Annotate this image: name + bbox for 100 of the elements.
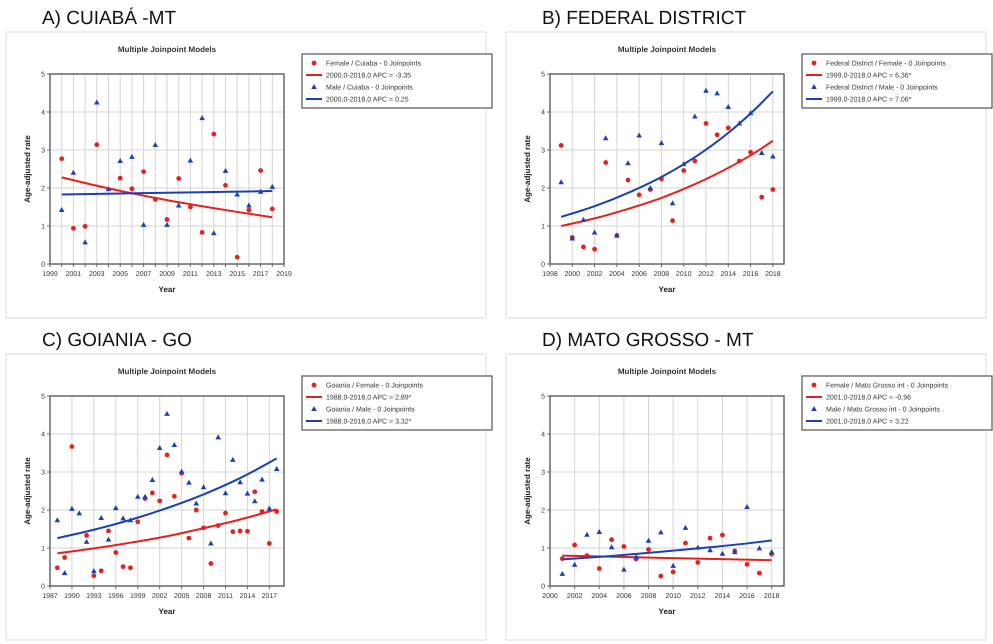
point bbox=[670, 570, 676, 574]
point bbox=[150, 490, 155, 496]
point bbox=[211, 132, 216, 136]
point bbox=[172, 442, 178, 448]
point bbox=[62, 555, 68, 560]
point bbox=[603, 160, 608, 165]
point bbox=[252, 489, 258, 494]
point bbox=[658, 529, 664, 534]
point bbox=[150, 476, 156, 482]
y-axis-title: Age-adjusted rate bbox=[523, 134, 532, 203]
point bbox=[208, 561, 214, 566]
point bbox=[692, 158, 698, 164]
point bbox=[245, 528, 250, 534]
chart-subtitle: Multiple Joinpoint Models bbox=[618, 45, 717, 54]
point bbox=[626, 178, 630, 182]
point bbox=[157, 498, 162, 504]
point bbox=[113, 550, 118, 555]
point bbox=[238, 528, 243, 534]
point bbox=[592, 229, 598, 234]
point bbox=[152, 142, 158, 148]
point bbox=[646, 538, 652, 543]
point bbox=[82, 224, 88, 229]
point bbox=[244, 490, 250, 496]
point bbox=[725, 104, 732, 110]
point bbox=[274, 466, 280, 471]
point bbox=[692, 114, 698, 119]
point bbox=[558, 179, 564, 184]
point bbox=[94, 100, 100, 104]
x-axis-title: Year bbox=[158, 285, 176, 294]
point bbox=[266, 541, 272, 546]
point bbox=[84, 538, 90, 544]
point bbox=[172, 494, 177, 499]
point bbox=[720, 532, 725, 538]
point bbox=[71, 226, 76, 231]
point bbox=[106, 528, 111, 534]
point bbox=[164, 217, 170, 222]
point bbox=[230, 529, 236, 534]
line-series bbox=[561, 539, 773, 560]
point bbox=[58, 207, 64, 212]
chart-subtitle: Multiple Joinpoint Models bbox=[118, 367, 217, 376]
point bbox=[222, 490, 228, 496]
point bbox=[223, 182, 228, 188]
point bbox=[704, 121, 708, 126]
point bbox=[646, 547, 651, 552]
point bbox=[726, 126, 731, 130]
x-axis-title: Year bbox=[658, 607, 676, 616]
point bbox=[120, 515, 126, 520]
point bbox=[118, 176, 123, 181]
point bbox=[636, 192, 642, 198]
point bbox=[106, 186, 112, 192]
point bbox=[584, 532, 590, 537]
point bbox=[602, 135, 609, 140]
point bbox=[572, 542, 578, 548]
point bbox=[756, 570, 762, 576]
point bbox=[581, 244, 586, 250]
point bbox=[259, 476, 265, 482]
point bbox=[98, 514, 104, 520]
point bbox=[54, 517, 60, 522]
point bbox=[135, 519, 140, 524]
point bbox=[670, 218, 675, 224]
point bbox=[134, 494, 141, 499]
point bbox=[708, 536, 713, 541]
point bbox=[744, 504, 750, 509]
point bbox=[246, 208, 252, 212]
point bbox=[270, 206, 275, 212]
chart-subtitle: Multiple Joinpoint Models bbox=[618, 367, 717, 376]
x-axis-title: Year bbox=[658, 285, 676, 294]
point bbox=[572, 562, 578, 567]
point bbox=[592, 246, 597, 252]
point bbox=[683, 540, 688, 546]
point bbox=[768, 549, 774, 554]
point bbox=[758, 150, 765, 156]
point bbox=[223, 510, 228, 516]
point bbox=[200, 230, 204, 235]
line-series bbox=[560, 90, 774, 218]
point bbox=[193, 500, 200, 506]
point bbox=[120, 564, 126, 570]
point bbox=[142, 494, 148, 499]
point bbox=[237, 479, 243, 484]
chart-title: B) FEDERAL DISTRICT bbox=[542, 8, 746, 29]
point bbox=[270, 184, 276, 189]
point bbox=[215, 434, 221, 440]
point bbox=[84, 533, 89, 538]
point bbox=[609, 537, 614, 542]
point bbox=[62, 570, 68, 576]
point bbox=[98, 568, 104, 574]
point bbox=[625, 160, 631, 166]
point bbox=[230, 456, 236, 462]
chart-title: A) CUIABÁ -MT bbox=[42, 7, 176, 29]
point bbox=[199, 115, 205, 120]
point bbox=[621, 566, 627, 572]
x-axis-title: Year bbox=[158, 607, 176, 616]
point bbox=[714, 132, 720, 138]
point bbox=[695, 560, 700, 565]
point bbox=[608, 544, 614, 550]
point bbox=[770, 153, 776, 158]
point bbox=[714, 90, 720, 96]
point bbox=[94, 142, 100, 148]
point bbox=[596, 566, 602, 571]
point bbox=[756, 545, 762, 550]
